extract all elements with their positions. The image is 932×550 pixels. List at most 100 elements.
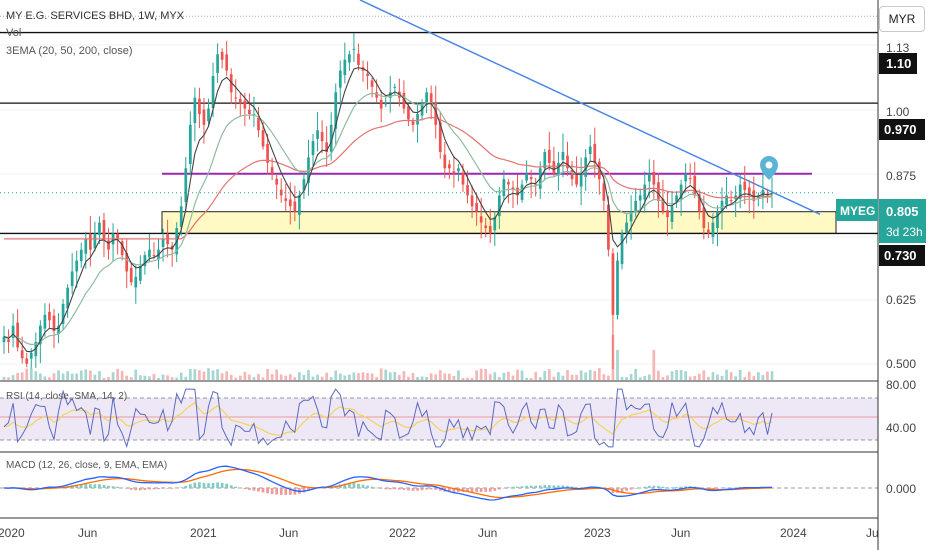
candle-body bbox=[29, 352, 33, 359]
time-axis[interactable]: 2020 Jun 2021 Jun 2022 Jun 2023 Jun 2024… bbox=[0, 526, 879, 540]
candle-body bbox=[570, 170, 574, 180]
macd-histogram-bar bbox=[684, 486, 688, 488]
volume-bar bbox=[766, 371, 769, 380]
volume-bar bbox=[516, 369, 519, 380]
candle-body bbox=[543, 152, 547, 169]
candle-body bbox=[338, 70, 342, 88]
macd-histogram-bar bbox=[229, 485, 233, 488]
macd-histogram-bar bbox=[102, 484, 106, 488]
time-label: Ju bbox=[866, 526, 879, 540]
macd-histogram-bar bbox=[675, 487, 678, 488]
candle-body bbox=[620, 233, 624, 265]
time-label: 2022 bbox=[389, 526, 416, 540]
volume-bar bbox=[525, 377, 528, 380]
macd-histogram-bar bbox=[661, 486, 665, 488]
volume-bar bbox=[702, 370, 706, 380]
macd-histogram-bar bbox=[638, 487, 642, 489]
time-label: Jun bbox=[279, 526, 298, 540]
candle-body bbox=[311, 141, 315, 156]
candle-body bbox=[407, 106, 410, 120]
candle-body bbox=[497, 195, 501, 217]
symbol-title[interactable]: MY E.G. SERVICES BHD, 1W, MYX bbox=[6, 10, 185, 22]
volume-bar bbox=[429, 373, 433, 380]
candle-body bbox=[384, 103, 388, 105]
candle-body bbox=[275, 178, 279, 185]
volume-bar bbox=[320, 376, 324, 380]
macd-histogram-bar bbox=[416, 488, 419, 491]
candle-body bbox=[711, 222, 715, 237]
rsi-band bbox=[0, 398, 878, 440]
candle-body bbox=[161, 238, 165, 247]
macd-histogram-bar bbox=[647, 485, 651, 488]
volume-bar bbox=[357, 373, 360, 380]
volume-bar bbox=[211, 370, 215, 380]
candle-body bbox=[266, 143, 269, 163]
candle-body bbox=[716, 211, 719, 228]
candle-body bbox=[416, 114, 419, 125]
candle-body bbox=[93, 233, 97, 249]
macd-histogram-bar bbox=[348, 483, 351, 488]
macd-histogram-bar bbox=[279, 488, 283, 495]
candle-body bbox=[511, 187, 515, 190]
candle-body bbox=[625, 222, 628, 233]
macd-histogram-bar bbox=[407, 488, 410, 491]
candle-body bbox=[647, 173, 651, 182]
volume-legend[interactable]: Vol bbox=[6, 27, 22, 39]
rsi-legend[interactable]: RSI (14, close, SMA, 14, 2) bbox=[6, 391, 128, 402]
last-price-label: 0.805 3d 23h bbox=[879, 199, 926, 243]
volume-bar bbox=[84, 369, 88, 380]
volume-bar bbox=[479, 368, 483, 380]
macd-histogram-bar bbox=[729, 487, 733, 489]
volume-bar bbox=[375, 377, 378, 380]
macd-histogram-bar bbox=[470, 488, 474, 493]
candle-body bbox=[198, 98, 201, 114]
volume-bar bbox=[225, 371, 229, 380]
candle-body bbox=[375, 92, 378, 98]
level-label-0-730: 0.730 bbox=[879, 245, 925, 266]
volume-bar bbox=[752, 376, 756, 380]
candle-body bbox=[234, 97, 238, 99]
candle-body bbox=[11, 325, 15, 338]
price-axis[interactable]: 1.13 1.00 0.875 0.625 0.500 bbox=[886, 41, 916, 371]
volume-bar bbox=[370, 373, 374, 380]
volume-bar bbox=[134, 369, 138, 380]
macd-histogram-bar bbox=[575, 487, 578, 488]
price-tick: 0.625 bbox=[886, 293, 916, 307]
macd-histogram-bar bbox=[447, 488, 451, 492]
macd-histogram-bar bbox=[511, 486, 515, 488]
candle-body bbox=[534, 184, 538, 186]
candle-body bbox=[57, 325, 60, 335]
svg-text:3d 23h: 3d 23h bbox=[886, 225, 923, 239]
candle-body bbox=[425, 92, 428, 105]
volume-bar bbox=[220, 373, 224, 380]
macd-legend[interactable]: MACD (12, 26, close, 9, EMA, EMA) bbox=[6, 460, 168, 471]
volume-bar bbox=[302, 374, 306, 380]
volume-bar bbox=[707, 376, 710, 380]
macd-histogram-bar bbox=[479, 488, 483, 492]
candle-body bbox=[348, 54, 351, 63]
candle-body bbox=[70, 271, 74, 287]
macd-histogram-bar bbox=[193, 482, 197, 488]
price-tick: 1.00 bbox=[886, 105, 910, 119]
candle-body bbox=[588, 146, 592, 155]
candle-body bbox=[120, 241, 124, 256]
candle-body bbox=[293, 201, 297, 212]
currency-button[interactable]: MYR bbox=[879, 6, 925, 32]
candle-body bbox=[243, 100, 247, 109]
macd-histogram-bar bbox=[152, 488, 156, 490]
svg-text:1.10: 1.10 bbox=[886, 56, 911, 71]
macd-histogram-bar bbox=[670, 487, 674, 488]
macd-histogram-bar bbox=[634, 488, 638, 489]
volume-bar bbox=[29, 368, 33, 380]
candle-body bbox=[670, 206, 674, 222]
macd-histogram-bar bbox=[393, 488, 397, 490]
volume-bar bbox=[579, 370, 583, 380]
macd-histogram-bar bbox=[302, 488, 306, 493]
candle-body bbox=[520, 184, 524, 200]
macd-histogram-bar bbox=[420, 488, 424, 491]
macd-histogram-bar bbox=[111, 486, 115, 488]
macd-histogram-bar bbox=[266, 488, 269, 494]
ema-legend[interactable]: 3EMA (20, 50, 200, close) bbox=[6, 45, 133, 57]
volume-bar bbox=[657, 370, 660, 380]
